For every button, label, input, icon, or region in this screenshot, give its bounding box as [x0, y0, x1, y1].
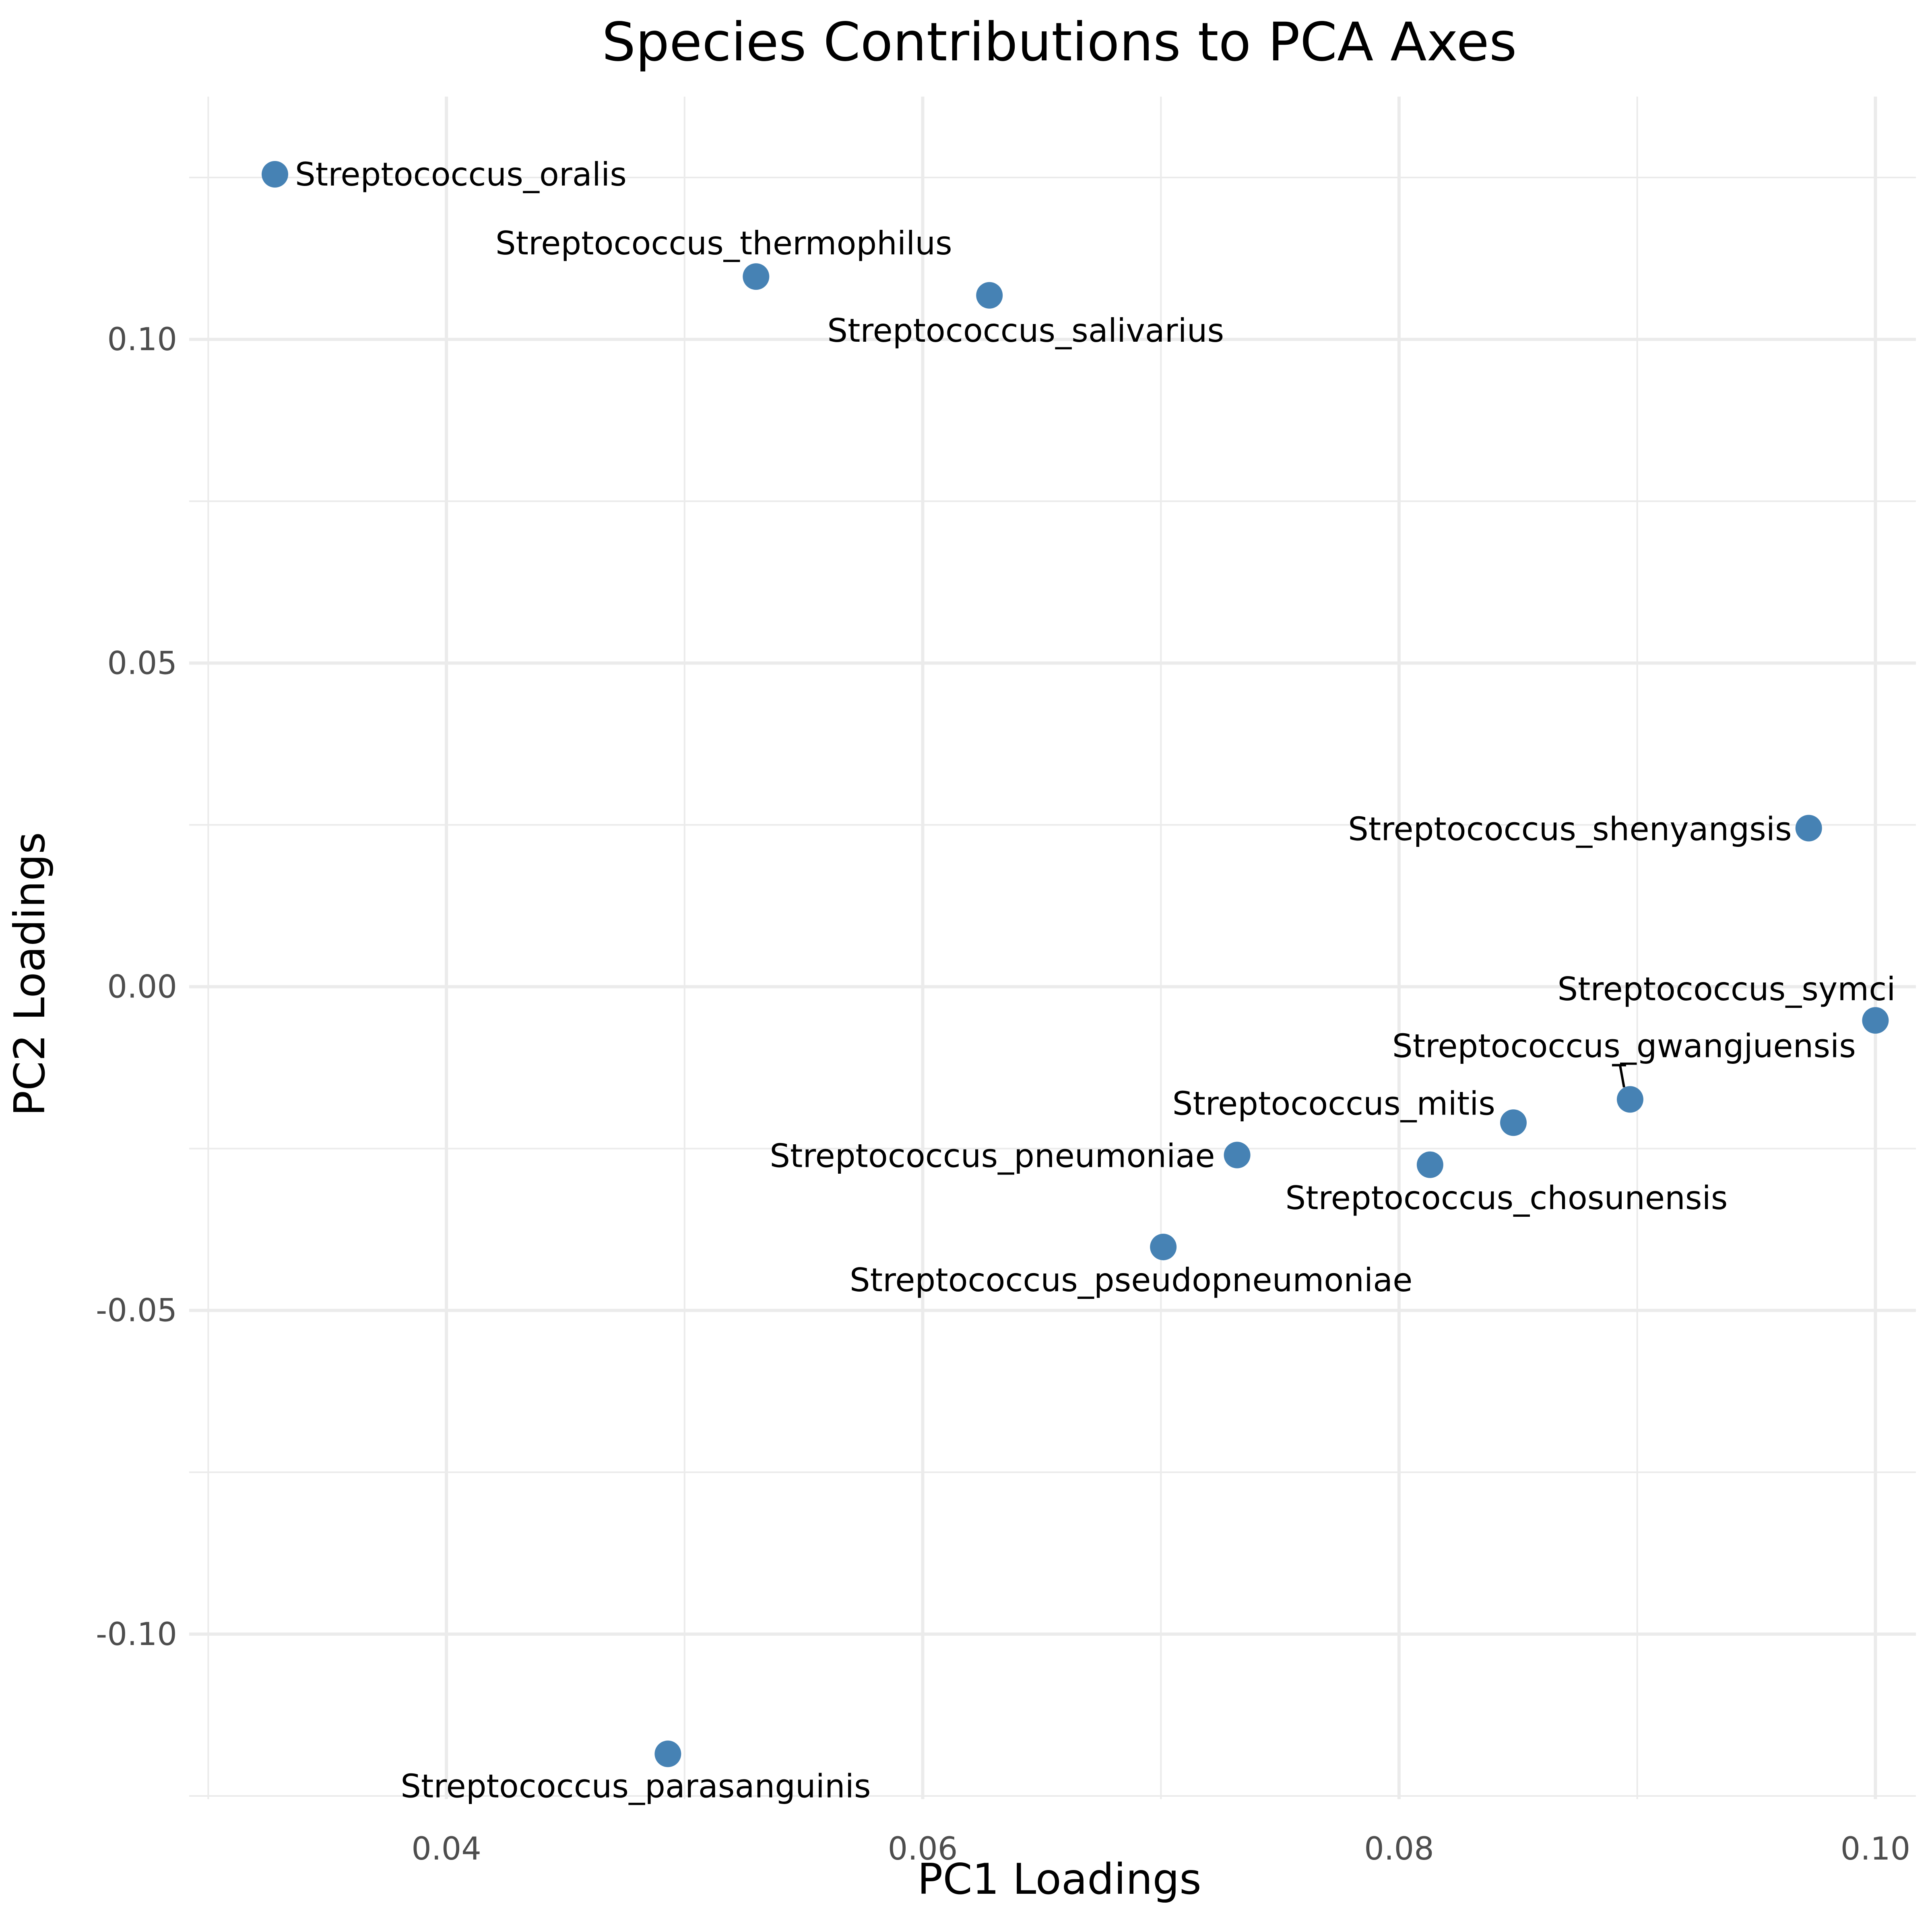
point-label: Streptococcus_mitis — [1172, 1085, 1495, 1122]
y-tick-label: -0.10 — [96, 1616, 177, 1653]
x-tick-label: 0.06 — [888, 1831, 958, 1867]
x-axis-title: PC1 Loadings — [917, 1855, 1201, 1904]
y-tick-label: 0.05 — [107, 645, 177, 681]
y-tick-label: -0.05 — [96, 1293, 177, 1329]
point-label: Streptococcus_thermophilus — [495, 225, 952, 262]
y-tick-label: 0.10 — [107, 322, 177, 358]
chart-title: Species Contributions to PCA Axes — [602, 11, 1517, 73]
x-tick-label: 0.08 — [1364, 1831, 1434, 1867]
point-label: Streptococcus_salivarius — [827, 312, 1224, 349]
data-point — [1500, 1109, 1527, 1136]
data-points — [262, 161, 1889, 1767]
point-label: Streptococcus_symci — [1557, 970, 1895, 1008]
label-leader-lines — [1612, 1064, 1626, 1088]
point-label: Streptococcus_pseudopneumoniae — [850, 1261, 1412, 1299]
major-gridlines — [189, 97, 1916, 1799]
data-point — [1795, 815, 1822, 842]
point-label: Streptococcus_shenyangsis — [1348, 810, 1792, 848]
y-axis-title: PC2 Loadings — [5, 832, 54, 1116]
data-point — [1150, 1234, 1177, 1261]
data-point — [743, 263, 770, 290]
label-leader-line — [1618, 1065, 1625, 1088]
x-tick-labels: 0.04 0.06 0.08 0.10 — [411, 1831, 1910, 1867]
minor-gridlines — [189, 97, 1916, 1799]
y-tick-labels: 0.10 0.05 0.00 -0.05 -0.10 — [96, 322, 177, 1653]
point-label: Streptococcus_oralis — [295, 156, 627, 193]
point-label: Streptococcus_parasanguinis — [400, 1767, 871, 1805]
data-point — [1862, 1007, 1889, 1034]
data-point — [1416, 1151, 1443, 1178]
point-label: Streptococcus_pneumoniae — [770, 1137, 1215, 1175]
point-labels: Streptococcus_oralis Streptococcus_thermo… — [295, 156, 1895, 1805]
data-point — [262, 161, 289, 188]
x-tick-label: 0.10 — [1841, 1831, 1911, 1867]
x-tick-label: 0.04 — [411, 1831, 481, 1867]
point-label: Streptococcus_gwangjuensis — [1392, 1027, 1856, 1065]
data-point — [1224, 1141, 1251, 1168]
data-point — [976, 282, 1003, 309]
y-tick-label: 0.00 — [107, 969, 177, 1005]
point-label: Streptococcus_chosunensis — [1285, 1179, 1728, 1217]
data-point — [1616, 1086, 1643, 1113]
data-point — [654, 1740, 681, 1767]
